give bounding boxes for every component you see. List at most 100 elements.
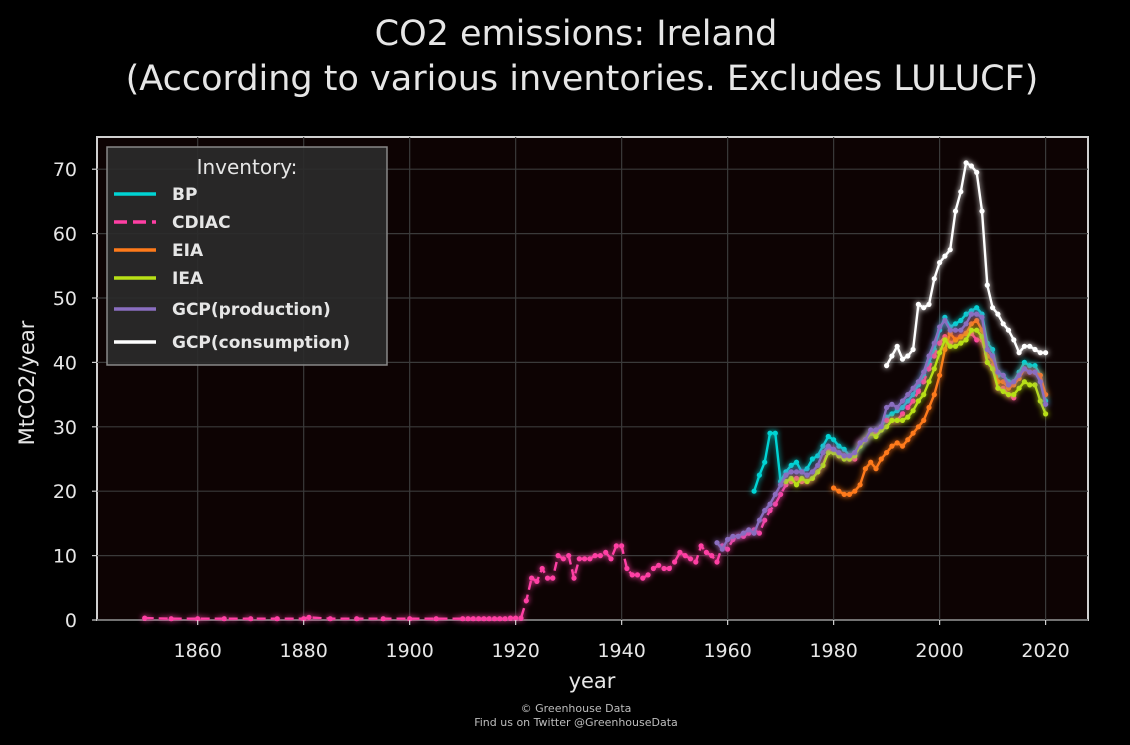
data-point	[952, 337, 959, 343]
data-point	[884, 450, 890, 456]
data-point	[974, 311, 980, 317]
data-point	[852, 450, 858, 456]
data-point	[968, 321, 975, 327]
data-point	[767, 507, 773, 514]
x-tick-label: 2000	[915, 640, 963, 662]
data-point	[666, 565, 672, 572]
data-point	[460, 616, 466, 622]
data-point	[1037, 379, 1043, 385]
data-point	[915, 424, 922, 430]
data-point	[905, 404, 911, 411]
data-point	[815, 469, 821, 475]
data-point	[629, 572, 635, 578]
x-tick-label: 2020	[1021, 640, 1069, 662]
data-point	[687, 556, 694, 562]
data-point	[529, 575, 535, 581]
data-point	[672, 559, 678, 565]
data-point	[582, 556, 588, 562]
data-point	[1037, 398, 1043, 404]
data-point	[931, 276, 937, 282]
credit-line-1: © Greenhouse Data	[521, 702, 632, 715]
data-point	[921, 417, 927, 423]
legend-label: CDIAC	[172, 213, 231, 233]
y-tick-label: 50	[53, 288, 77, 310]
data-point	[497, 616, 503, 622]
data-point	[486, 616, 492, 622]
data-point	[921, 305, 927, 311]
data-point	[762, 507, 768, 514]
data-point	[799, 475, 805, 481]
data-point	[958, 340, 964, 346]
data-point	[873, 433, 879, 440]
data-point	[481, 616, 487, 622]
data-point	[465, 616, 471, 622]
chart-title: CO2 emissions: Ireland	[375, 14, 778, 54]
y-tick-label: 20	[53, 481, 77, 503]
data-point	[937, 350, 943, 356]
data-point	[1005, 327, 1012, 333]
y-tick-label: 0	[65, 610, 77, 632]
data-point	[1037, 350, 1043, 356]
data-point	[301, 616, 307, 622]
data-point	[793, 475, 800, 481]
data-point	[534, 578, 540, 585]
data-point	[884, 417, 890, 423]
data-point	[836, 488, 842, 494]
data-point	[1000, 379, 1006, 385]
data-point	[306, 614, 312, 621]
data-point	[1016, 350, 1022, 356]
data-point	[915, 301, 922, 307]
data-point	[926, 353, 932, 359]
data-point	[926, 301, 932, 307]
data-point	[968, 163, 975, 169]
data-point	[894, 404, 900, 411]
data-point	[650, 565, 657, 572]
data-point	[937, 324, 943, 330]
data-point	[592, 553, 598, 559]
data-point	[1016, 385, 1022, 391]
data-point	[905, 414, 911, 420]
data-point	[868, 459, 874, 465]
data-point	[539, 565, 545, 572]
data-point	[624, 565, 630, 572]
series-gcp-consumption	[884, 160, 1049, 369]
data-point	[433, 616, 439, 622]
data-point	[831, 446, 837, 452]
data-point	[772, 491, 778, 497]
data-point	[719, 546, 725, 552]
data-point	[1027, 343, 1033, 349]
data-point	[1027, 369, 1033, 375]
data-point	[968, 311, 975, 317]
y-tick-label: 70	[53, 159, 77, 181]
data-point	[1032, 382, 1038, 388]
data-point	[905, 353, 911, 359]
data-point	[894, 417, 900, 423]
data-point	[910, 398, 916, 404]
data-point	[942, 346, 948, 353]
data-point	[899, 356, 906, 362]
data-point	[772, 430, 778, 436]
x-tick-label: 1980	[809, 640, 857, 662]
x-tick-label: 1960	[703, 640, 751, 662]
data-point	[921, 369, 927, 375]
data-point	[603, 549, 609, 556]
data-point	[878, 424, 884, 430]
data-point	[327, 616, 333, 622]
data-point	[889, 411, 895, 417]
x-tick-label: 1940	[597, 640, 645, 662]
data-point	[555, 553, 561, 559]
data-point	[544, 575, 551, 581]
data-point	[513, 615, 519, 621]
data-point	[958, 317, 964, 324]
data-point	[788, 475, 794, 481]
data-point	[751, 488, 757, 494]
data-point	[995, 385, 1001, 391]
data-point	[793, 469, 800, 475]
data-point	[783, 478, 789, 485]
data-point	[793, 459, 800, 465]
data-point	[990, 305, 996, 311]
credit-line-2: Find us on Twitter @GreenhouseData	[474, 716, 678, 729]
data-point	[899, 411, 906, 417]
data-point	[979, 208, 985, 214]
